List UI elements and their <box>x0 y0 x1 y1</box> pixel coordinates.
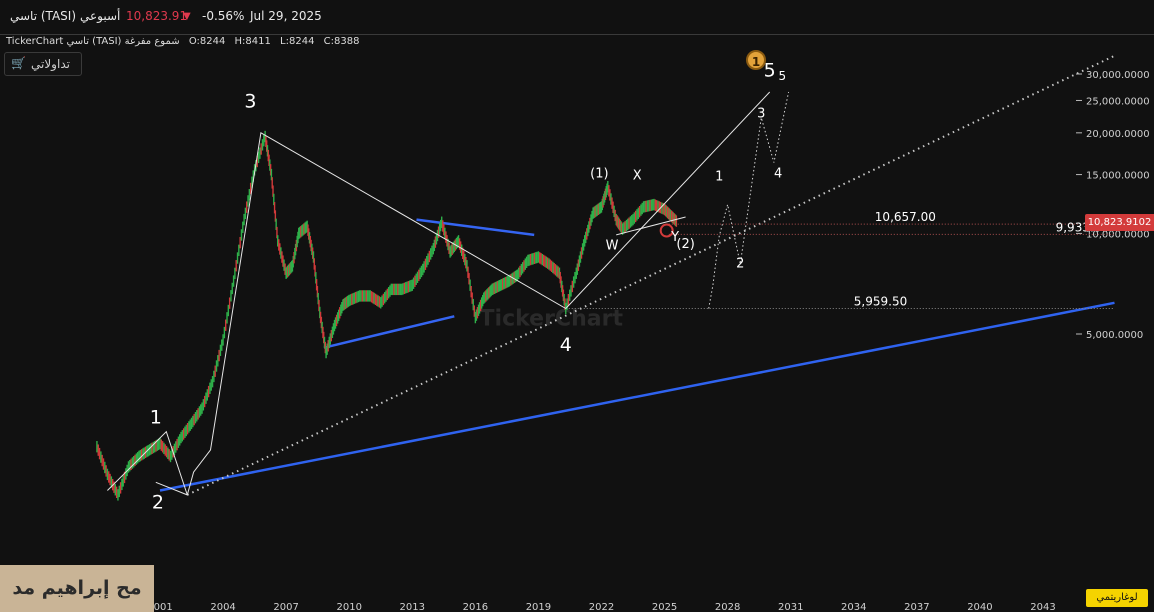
top-bar: تاسي (TASI) أسبوعي 10,823.91 ▼ -0.56% Ju… <box>0 0 1154 35</box>
y-tick-label: 15,000.0000 <box>1086 171 1150 182</box>
y-tick-label: 20,000.0000 <box>1086 129 1150 140</box>
down-arrow-icon: ▼ <box>183 11 191 22</box>
x-tick-label: 2022 <box>589 602 614 612</box>
wave-label: (2) <box>676 237 694 252</box>
x-tick-label: 2016 <box>463 602 488 612</box>
wave-label: 3 <box>244 91 256 113</box>
blue-segment <box>323 315 455 349</box>
x-tick-label: 2037 <box>904 602 929 612</box>
date-label: Jul 29, 2025 <box>250 9 322 23</box>
period-selector[interactable]: أسبوعي <box>80 9 121 23</box>
x-tick-label: 2028 <box>715 602 740 612</box>
x-tick-label: 2019 <box>526 602 551 612</box>
blue-segment <box>416 218 535 237</box>
cart-icon: 🛒 <box>11 56 26 70</box>
x-tick-label: 2010 <box>336 602 361 612</box>
wave-label: W <box>606 239 619 254</box>
x-tick-label: 2043 <box>1030 602 1055 612</box>
x-tick-label: 2007 <box>273 602 298 612</box>
level-label: 5,959.50 <box>854 295 907 309</box>
wave-label: 3 <box>757 107 765 122</box>
wave-label: Y <box>670 230 679 245</box>
x-tick-label: 2001 <box>147 602 172 612</box>
last-price-tag: 10,823.9102 <box>1085 214 1154 231</box>
wave-label: X <box>633 169 642 184</box>
log-scale-button[interactable]: لوغاريتمي <box>1086 589 1148 607</box>
y-tick-label: 25,000.0000 <box>1086 96 1150 107</box>
watchlist-label: تداولاتي <box>31 57 70 71</box>
author-watermark: مح إبراهيم مد <box>0 565 154 612</box>
wave1-line <box>107 430 188 496</box>
x-tick-label: 2034 <box>841 602 866 612</box>
open-value: O:8244 <box>188 36 226 47</box>
x-tick-label: 2025 <box>652 602 677 612</box>
target-marker <box>659 223 674 238</box>
x-tick-label: 2004 <box>210 602 235 612</box>
wave-label: 2 <box>736 257 744 272</box>
level-label: 10,657.00 <box>875 210 936 224</box>
symbol-title[interactable]: تاسي (TASI) <box>10 9 77 23</box>
x-tick-label: 2013 <box>400 602 425 612</box>
low-value: L:8244 <box>280 36 315 47</box>
wave-label: 4 <box>560 334 572 356</box>
projection-path <box>708 91 790 309</box>
close-value: C:8388 <box>323 36 360 47</box>
change-percent: -0.56% <box>202 9 245 23</box>
x-tick-label: 2031 <box>778 602 803 612</box>
wave-label: 4 <box>774 167 782 182</box>
y-tick-label: 5,000.0000 <box>1086 330 1143 341</box>
elliott-wave-line <box>155 91 771 496</box>
x-tick-label: 2040 <box>967 602 992 612</box>
watchlist-button[interactable]: 🛒 تداولاتي <box>4 52 82 76</box>
y-tick-label: 30,000.0000 <box>1086 70 1150 81</box>
wave-label: 1 <box>715 170 723 185</box>
chart-watermark: TickerChart <box>480 307 624 332</box>
y-tick-label: 10,000.0000 <box>1086 229 1150 240</box>
high-value: H:8411 <box>234 36 271 47</box>
wave-label: 5 <box>778 69 786 83</box>
wave-circle-marker: 1 <box>746 50 766 70</box>
wave-label: 5 <box>764 59 776 81</box>
wave-label: 1 <box>150 406 162 428</box>
wave-label: 2 <box>152 492 164 514</box>
wave-label: (1) <box>590 167 608 182</box>
last-price: 10,823.91 <box>126 9 188 23</box>
ohlc-info-bar: TickerChart تاسي (TASI) شموع مفرغة O:824… <box>6 36 365 47</box>
price-chart[interactable]: TickerChart 2001 2004 2007 2010 2013 2016 2019 2… <box>0 34 1154 612</box>
blue-trendline <box>159 301 1115 492</box>
chart-source: TickerChart تاسي (TASI) شموع مفرغة <box>6 36 180 47</box>
dotted-trendline <box>186 54 1115 496</box>
sub-wave-line <box>616 216 686 236</box>
